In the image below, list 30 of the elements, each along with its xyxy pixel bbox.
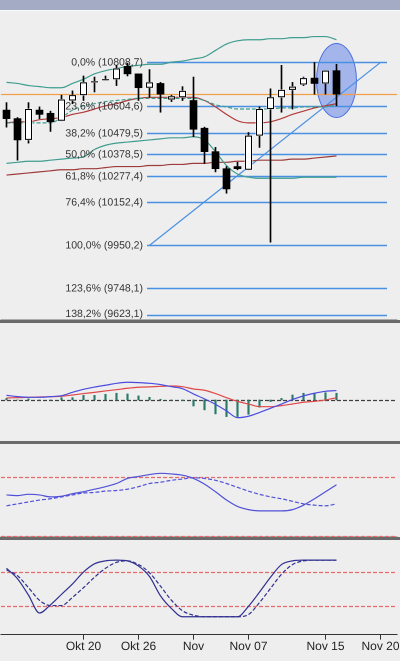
bar [60, 397, 63, 400]
x-tick-label: Nov [182, 639, 204, 654]
bar [82, 395, 85, 400]
ref-line-label: 123,6% (9748,1) [65, 282, 143, 294]
bar [104, 394, 107, 400]
candlestick [146, 69, 154, 98]
ref-line-label: 0,0% (10808,7) [71, 56, 143, 68]
bar [192, 400, 195, 406]
bar [126, 394, 129, 400]
bar [93, 395, 96, 400]
bar [137, 396, 140, 400]
bar [203, 400, 206, 410]
candlestick [266, 88, 274, 243]
ref-line-label: 138,2% (9623,1) [65, 308, 143, 320]
candlestick [288, 82, 296, 110]
candlestick [310, 62, 318, 94]
bar [71, 397, 74, 400]
candlestick [90, 76, 98, 92]
ref-line-label: 76,4% (10152,4) [65, 196, 143, 208]
ref-line-label: 100,0% (9950,2) [65, 239, 143, 252]
x-tick-label: Nov 15 [306, 639, 345, 654]
x-tick-label: Nov 07 [229, 639, 268, 654]
bar [148, 396, 151, 400]
bar [115, 392, 118, 400]
x-tick-label: Okt 20 [66, 639, 102, 654]
ref-line-label: 61,8% (10277,4) [65, 170, 143, 182]
ref-line-label: 38,2% (10479,5) [65, 127, 143, 140]
x-tick-label: Okt 26 [120, 639, 156, 654]
candlestick [278, 65, 286, 113]
x-tick-label: Nov 20 [361, 639, 400, 654]
